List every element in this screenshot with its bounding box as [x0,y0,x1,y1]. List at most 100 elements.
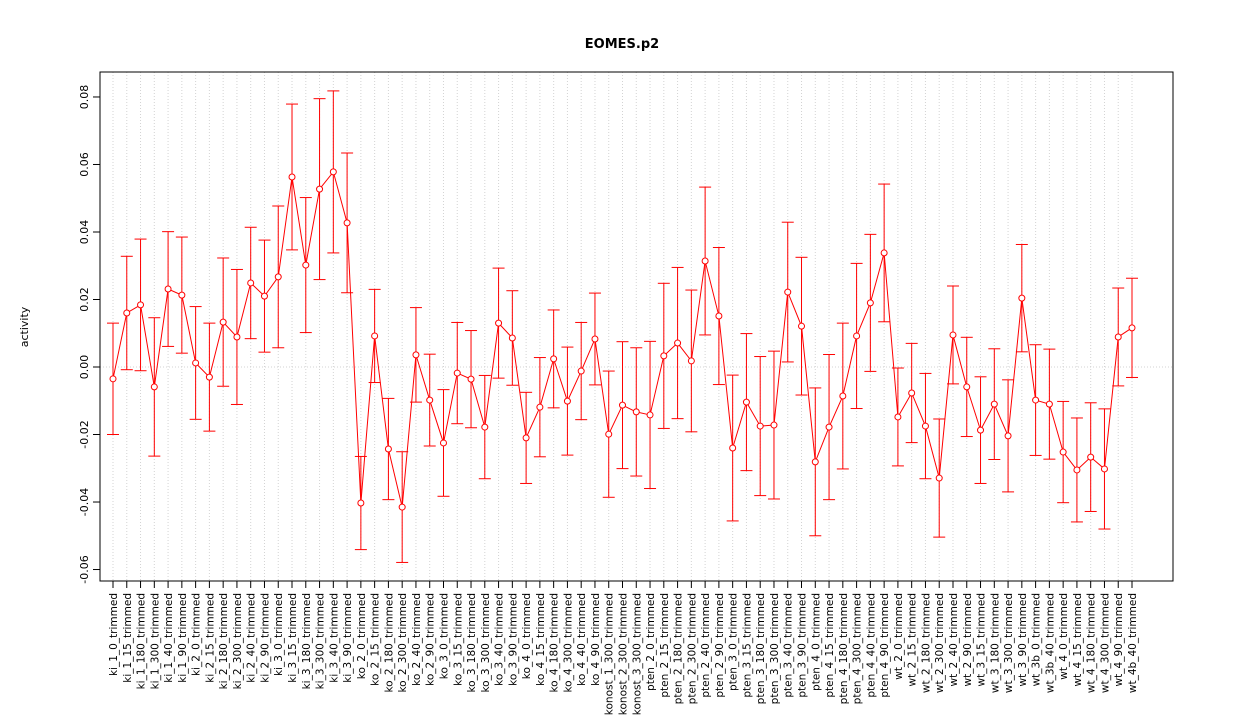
x-tick-label: ki_2_300_trimmed [232,593,244,689]
y-tick-label: 0.02 [78,287,91,312]
x-tick-label: pten_2_300_trimmed [686,593,698,704]
y-tick-label: 0.08 [78,85,91,110]
x-tick-label: ko_2_0_trimmed [356,593,368,679]
data-point [674,339,682,347]
x-tick-label: ki_2_15_trimmed [204,593,216,683]
data-point [990,400,998,408]
data-point [371,332,379,340]
x-tick-label: ki_2_180_trimmed [218,593,230,689]
x-tick-label: ki_1_0_trimmed [108,593,120,676]
data-point [453,369,461,377]
x-tick-label: konost_3_300_trimmed [631,593,643,715]
data-point [1018,294,1026,302]
data-point [109,375,117,383]
data-point [164,285,172,293]
data-point [233,333,241,341]
data-point [439,439,447,447]
x-tick-label: pten_3_0_trimmed [728,593,740,691]
data-point [357,499,365,507]
x-tick-label: ki_3_0_trimmed [273,593,285,676]
x-tick-label: ki_3_90_trimmed [342,593,354,683]
x-tick-label: wt_3_300_trimmed [1003,593,1015,693]
x-tick-label: wt_2_15_trimmed [907,593,919,686]
x-tick-label: pten_2_90_trimmed [714,593,726,698]
x-tick-label: ki_1_180_trimmed [136,593,148,689]
x-tick-label: ko_4_0_trimmed [521,593,533,679]
x-tick-label: ko_3_90_trimmed [507,593,519,686]
x-tick-label: pten_3_90_trimmed [797,593,809,698]
data-point [123,309,131,317]
y-axis-label: activity [18,306,31,347]
data-point [1114,333,1122,341]
data-point [137,301,145,309]
data-point [1087,453,1095,461]
data-point [591,335,599,343]
x-tick-label: pten_4_0_trimmed [810,593,822,691]
x-tick-label: wt_2_0_trimmed [893,593,905,680]
y-tick-label: -0.02 [78,420,91,448]
data-point [150,383,158,391]
x-tick-label: ko_4_90_trimmed [590,593,602,686]
data-point [536,403,544,411]
data-point [977,426,985,434]
data-point [825,423,833,431]
data-point [522,434,530,442]
x-tick-label: ko_3_0_trimmed [438,593,450,679]
x-tick-label: wt_3_15_trimmed [976,593,988,686]
data-point [687,357,695,365]
x-tick-label: wt_2_40_trimmed [948,593,960,686]
x-tick-label: ki_2_90_trimmed [259,593,271,683]
data-point [508,334,516,342]
data-point [219,318,227,326]
data-point [205,373,213,381]
x-tick-label: pten_3_300_trimmed [769,593,781,704]
x-tick-label: ko_3_40_trimmed [494,593,506,686]
x-tick-label: pten_3_180_trimmed [755,593,767,704]
x-tick-label: ko_3_15_trimmed [452,593,464,686]
x-tick-label: pten_2_180_trimmed [673,593,685,704]
data-point [563,397,571,405]
x-tick-label: ko_3_180_trimmed [466,593,478,693]
data-point [894,413,902,421]
x-tick-label: ki_1_90_trimmed [177,593,189,683]
data-point [384,445,392,453]
data-point [853,332,861,340]
x-tick-label: wt_2_180_trimmed [920,593,932,693]
data-point [784,288,792,296]
x-tick-label: pten_4_15_trimmed [824,593,836,698]
x-tick-label: wt_4_180_trimmed [1086,593,1098,693]
data-point [756,422,764,430]
data-point [577,367,585,375]
x-tick-label: konost_2_300_trimmed [618,593,630,715]
x-tick-label: ki_1_40_trimmed [163,593,175,683]
data-point [288,173,296,181]
x-tick-label: pten_4_90_trimmed [879,593,891,698]
data-point [1004,432,1012,440]
y-tick-label: 0.04 [78,220,91,245]
y-tick-label: 0.00 [78,355,91,380]
data-point [701,257,709,265]
data-point [260,292,268,300]
x-tick-label: ko_2_300_trimmed [397,593,409,693]
x-tick-label: wt_4_0_trimmed [1058,593,1070,680]
x-tick-label: wt_3b_0_trimmed [1031,593,1043,686]
x-tick-label: ki_3_300_trimmed [315,593,327,689]
x-tick-label: ko_4_15_trimmed [535,593,547,686]
data-point [742,398,750,406]
data-point [467,375,475,383]
x-tick-label: pten_4_40_trimmed [865,593,877,698]
x-tick-label: ki_2_0_trimmed [191,593,203,676]
chart-title: EOMES.p2 [585,37,659,52]
data-point [963,383,971,391]
x-tick-label: ki_1_15_trimmed [122,593,134,683]
x-tick-label: pten_2_0_trimmed [645,593,657,691]
data-point [550,355,558,363]
data-point [770,421,778,429]
data-point [316,185,324,193]
data-point [178,291,186,299]
data-point [192,359,200,367]
x-tick-label: ko_4_300_trimmed [562,593,574,693]
x-tick-label: ki_1_300_trimmed [149,593,161,689]
data-point [412,351,420,359]
